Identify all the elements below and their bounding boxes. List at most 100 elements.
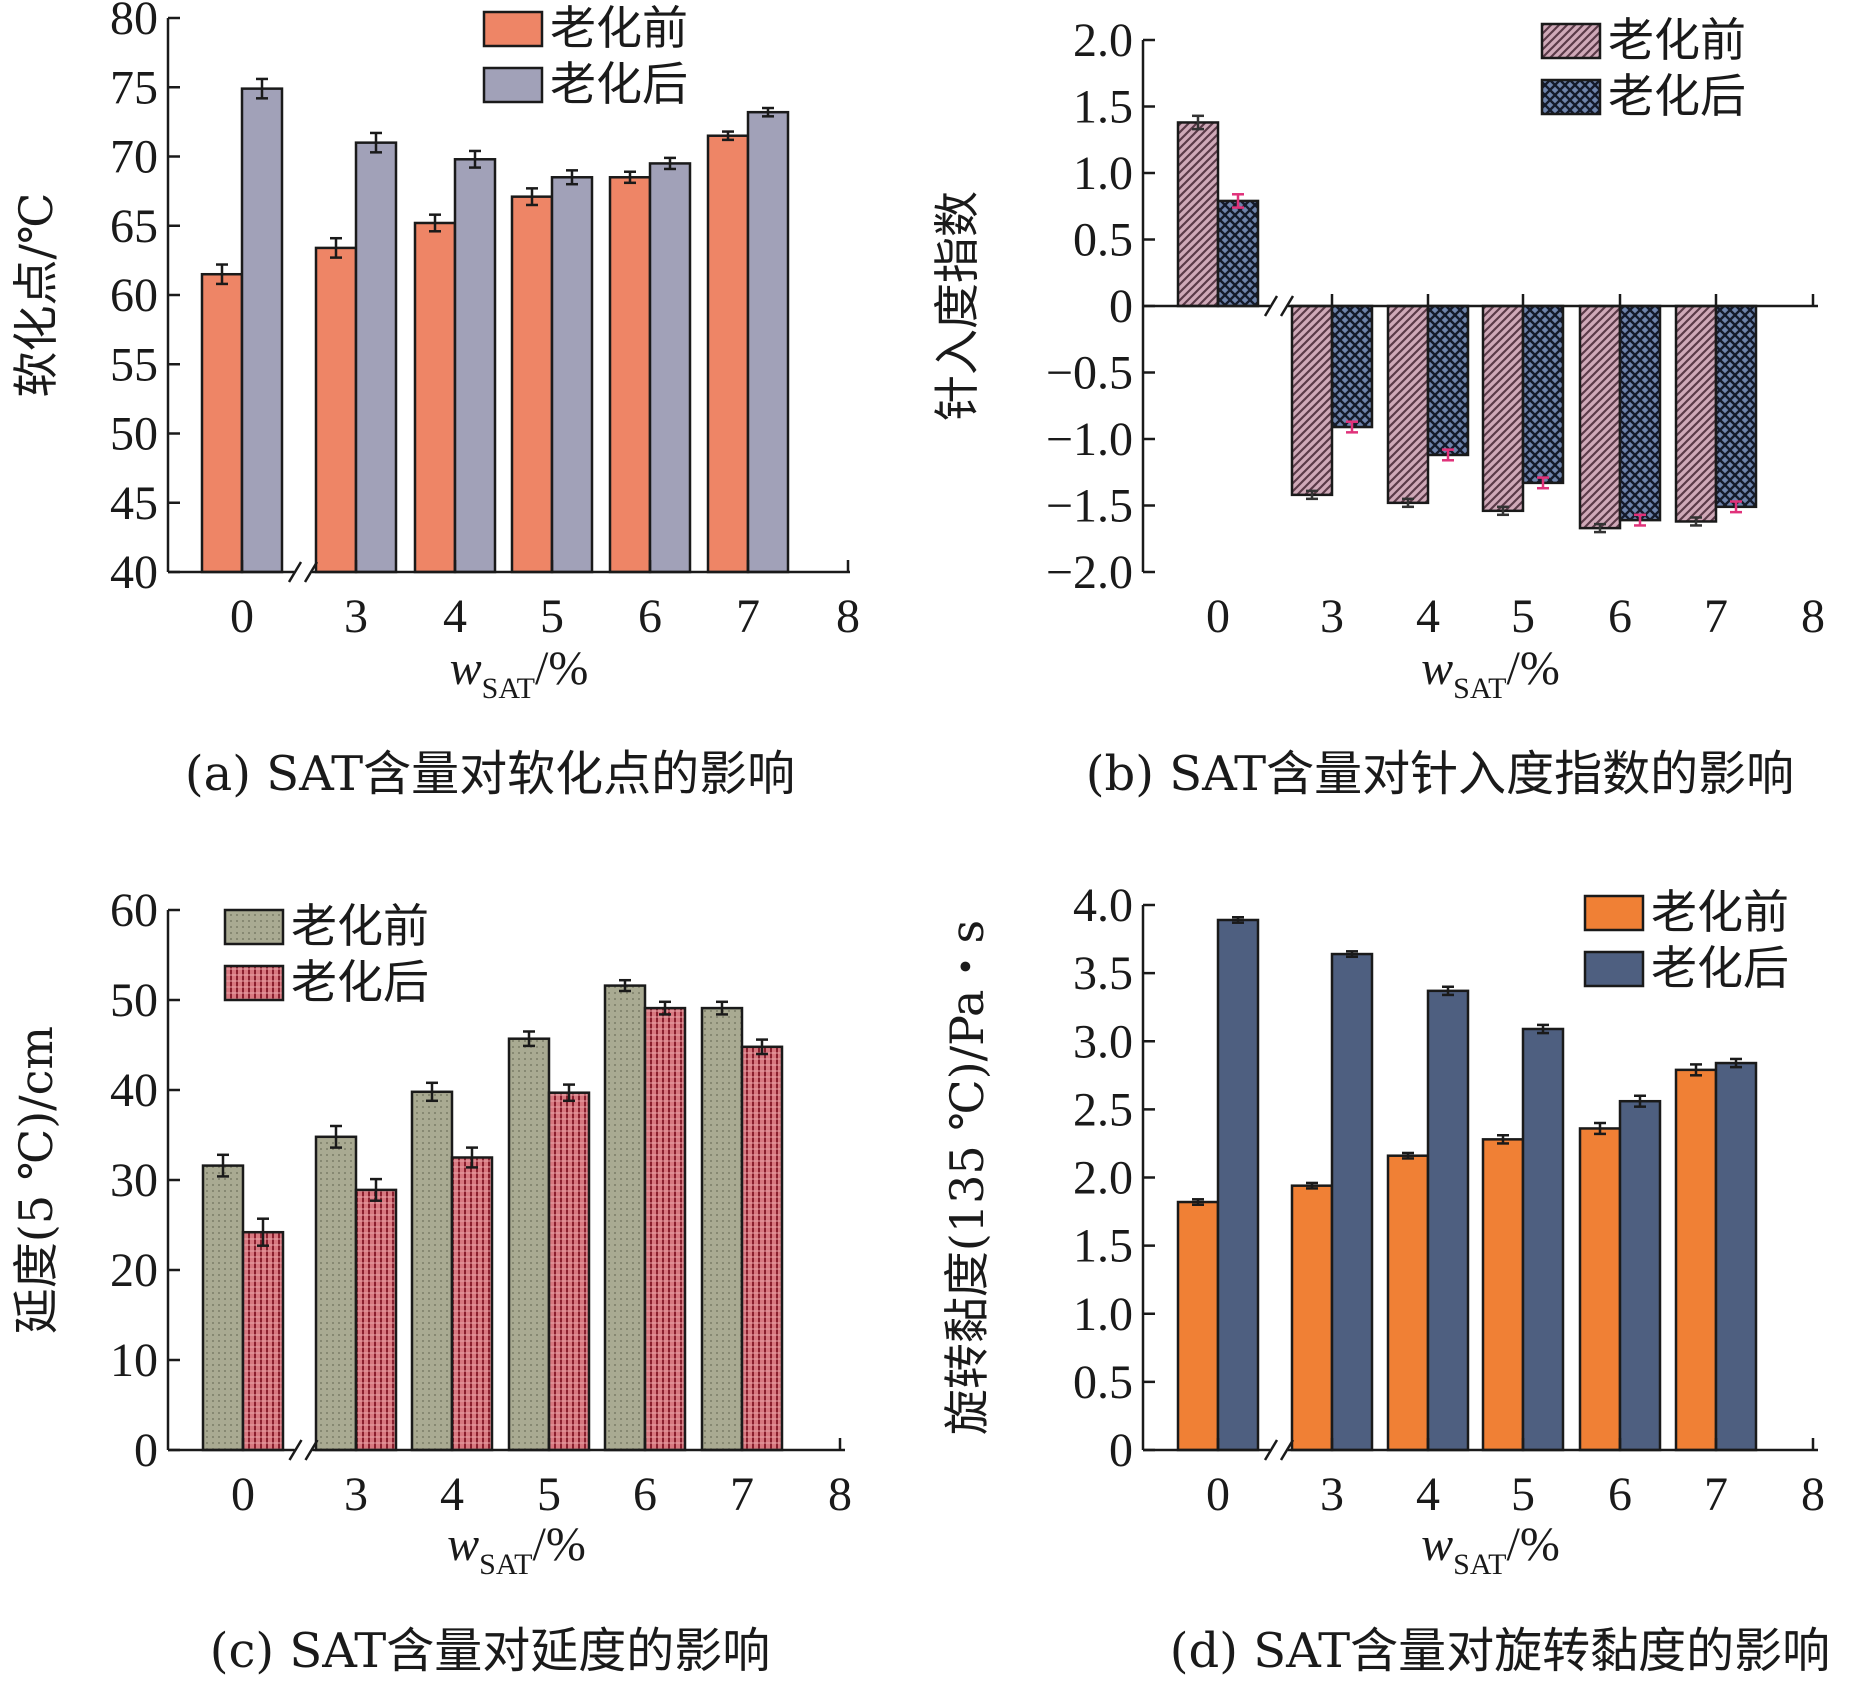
error-bar-c-s1-7 (756, 1038, 768, 1056)
y-tick-label-c-4: 40 (110, 1064, 158, 1117)
chart-panel-c: 0 10 20 30 40 50 60 0 3 4 5 6 7 8 延度(5 ℃)/cm wSAT/% 老化前老… (9, 884, 852, 1679)
error-bar-a-s1-4 (469, 149, 481, 169)
chart-panel-d: 0 0.5 1.0 1.5 2.0 2.5 3.0 3.5 4.0 0 3 4 5 6 7 8 旋转黏度(135… (940, 879, 1830, 1679)
legend-label-d-1: 老化后 (1651, 941, 1789, 995)
y-tick-label-c-0: 0 (134, 1424, 158, 1477)
y-tick-label-a-5: 65 (110, 200, 158, 253)
x-tick-label-c-6: 8 (828, 1468, 852, 1521)
bar-b-s1-3 (1330, 304, 1374, 429)
legend-item-c-0: 老化前 (223, 899, 429, 953)
x-tick-label-d-2: 4 (1416, 1468, 1440, 1521)
legend-label-b-0: 老化前 (1608, 13, 1746, 67)
x-tick-label-b-5: 7 (1704, 590, 1728, 643)
y-tick-label-c-1: 10 (110, 1334, 158, 1387)
y-tick-label-d-1: 0.5 (1073, 1356, 1133, 1409)
x-tick-label-c-5: 7 (730, 1468, 754, 1521)
bar-a-s1-0 (240, 87, 284, 574)
x-tick-label-c-4: 6 (633, 1468, 657, 1521)
bar-b-s1-5 (1521, 304, 1565, 485)
error-bar-b-s0-3 (1306, 489, 1318, 501)
y-tick-label-a-2: 50 (110, 408, 158, 461)
error-bar-a-s0-0 (216, 263, 228, 286)
legend-item-b-0: 老化前 (1540, 13, 1746, 67)
legend-item-a-1: 老化后 (482, 57, 688, 111)
bar-c-s0-4 (410, 1090, 454, 1452)
bar-c-s0-7 (700, 1006, 744, 1452)
error-bar-a-s1-0 (256, 77, 268, 100)
y-tick-label-b-0: −2.0 (1046, 546, 1133, 599)
error-bar-a-s1-5 (566, 169, 578, 186)
axis-break-a (287, 561, 319, 583)
bar-d-s0-6 (1578, 1127, 1622, 1452)
bar-c-s1-4 (450, 1156, 494, 1452)
bar-b-s0-7 (1674, 304, 1718, 523)
y-tick-label-a-6: 70 (110, 131, 158, 184)
y-axis-title-a: 软化点/℃ (9, 193, 63, 398)
error-bar-a-s0-3 (330, 236, 342, 259)
legend-label-a-0: 老化前 (550, 1, 688, 55)
x-tick-label-c-1: 3 (344, 1468, 368, 1521)
error-bar-d-s0-0 (1192, 1198, 1204, 1206)
error-bar-c-s1-3 (370, 1177, 382, 1202)
error-bar-b-s0-4 (1402, 497, 1414, 509)
bar-d-s1-4 (1426, 989, 1470, 1452)
legend-label-c-1: 老化后 (291, 955, 429, 1009)
x-tick-label-b-0: 0 (1206, 590, 1230, 643)
error-bar-d-s0-4 (1402, 1151, 1414, 1160)
bar-a-s1-3 (354, 141, 398, 574)
bar-a-s1-5 (550, 176, 594, 574)
caption-a: (a) SAT含量对软化点的影响 (185, 746, 795, 802)
x-tick-label-a-1: 3 (344, 590, 368, 643)
bar-b-s0-6 (1578, 304, 1622, 530)
error-bar-d-s0-3 (1306, 1181, 1318, 1190)
x-tick-label-a-4: 6 (638, 590, 662, 643)
legend-label-b-1: 老化后 (1608, 69, 1746, 123)
bar-b-s0-5 (1481, 304, 1525, 513)
bar-b-s1-7 (1714, 304, 1758, 509)
bar-c-s1-7 (740, 1045, 784, 1452)
error-bar-b-s0-6 (1594, 522, 1606, 534)
bar-b-s0-4 (1386, 304, 1430, 505)
y-tick-label-b-6: 1.0 (1073, 147, 1133, 200)
y-axis-title-d: 旋转黏度(135 ℃)/Pa・s (940, 920, 994, 1435)
error-bar-b-s1-6 (1634, 513, 1646, 527)
y-tick-label-d-0: 0 (1109, 1424, 1133, 1477)
bar-d-s1-0 (1216, 918, 1260, 1452)
error-bar-b-s1-4 (1442, 448, 1454, 462)
bar-a-s0-4 (413, 221, 457, 574)
error-bar-a-s1-7 (762, 106, 774, 118)
axis-break-d (1263, 1439, 1295, 1461)
error-bar-a-s1-3 (370, 131, 382, 154)
x-tick-label-c-3: 5 (537, 1468, 561, 1521)
bar-c-s0-3 (314, 1135, 358, 1452)
y-tick-label-b-1: −1.5 (1046, 480, 1133, 533)
error-bar-b-s1-3 (1346, 420, 1358, 434)
error-bar-d-s1-7 (1730, 1057, 1742, 1069)
legend-label-d-0: 老化前 (1651, 885, 1789, 939)
axis-break-b (1263, 295, 1295, 317)
x-tick-label-b-3: 5 (1511, 590, 1535, 643)
bar-d-s1-5 (1521, 1027, 1565, 1452)
y-tick-label-a-3: 55 (110, 338, 158, 391)
error-bar-a-s0-6 (624, 170, 636, 185)
legend-swatch-b-1 (1540, 78, 1602, 116)
x-tick-label-c-2: 4 (440, 1468, 464, 1521)
bar-d-s0-0 (1176, 1200, 1220, 1452)
error-bar-d-s1-5 (1537, 1023, 1549, 1035)
bar-a-s1-4 (453, 158, 497, 574)
legend-item-d-1: 老化后 (1583, 941, 1789, 995)
legend-item-c-1: 老化后 (223, 955, 429, 1009)
bar-a-s1-6 (648, 162, 692, 574)
legend-swatch-a-0 (482, 10, 544, 48)
caption-b: (b) SAT含量对针入度指数的影响 (1086, 746, 1794, 802)
x-tick-label-d-6: 8 (1801, 1468, 1825, 1521)
x-tick-label-c-0: 0 (231, 1468, 255, 1521)
legend-label-a-1: 老化后 (550, 57, 688, 111)
error-bar-b-s1-5 (1537, 476, 1549, 490)
bar-c-s1-5 (547, 1091, 591, 1452)
x-tick-label-a-0: 0 (230, 590, 254, 643)
error-bar-a-s0-5 (526, 187, 538, 207)
y-tick-label-b-8: 2.0 (1073, 14, 1133, 67)
error-bar-c-s0-7 (716, 1000, 728, 1016)
